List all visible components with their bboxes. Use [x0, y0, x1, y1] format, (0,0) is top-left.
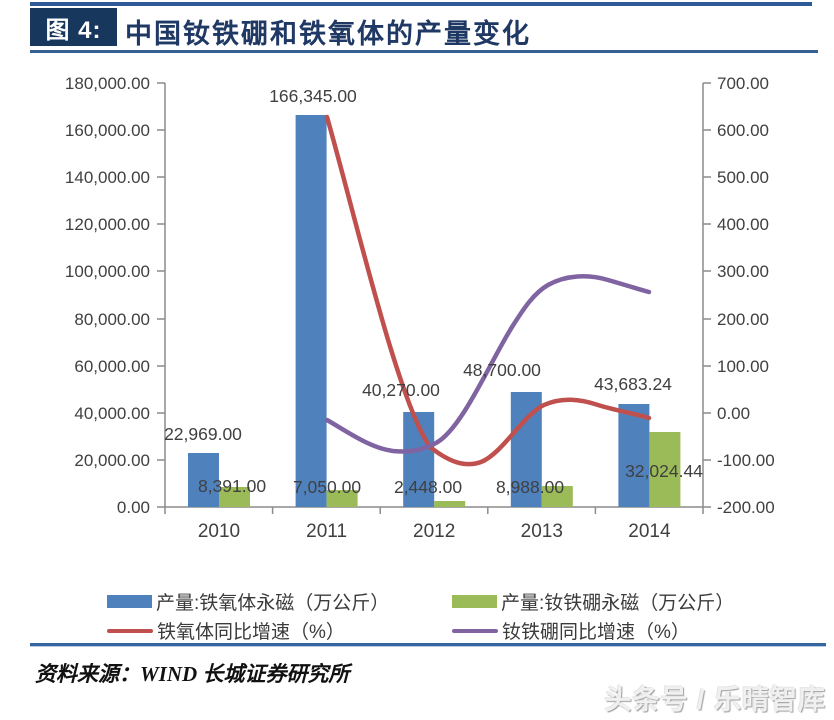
- left-axis-tick-label: 60,000.00: [74, 357, 150, 376]
- figure-badge: 图 4:: [30, 8, 117, 46]
- bar-ferrite-2010: [188, 453, 219, 507]
- legend-swatch-ferrite-bar: [107, 595, 152, 608]
- right-axis-tick-label: -200.00: [717, 498, 775, 517]
- left-axis-tick-label: 80,000.00: [74, 310, 150, 329]
- legend-item-ferrite-line: 铁氧体同比增速（%）: [107, 617, 345, 644]
- legend-swatch-ferrite-line: [107, 628, 153, 633]
- x-axis-label: 2010: [198, 521, 240, 542]
- right-axis-tick-label: 300.00: [717, 262, 769, 281]
- data-label-ndfeb-2012: 2,448.00: [394, 477, 462, 497]
- right-axis-tick-label: 200.00: [717, 310, 769, 329]
- legend-label-ferrite-line: 铁氧体同比增速（%）: [157, 622, 345, 643]
- legend-swatch-ndfeb-bar: [452, 595, 497, 608]
- x-axis-label: 2013: [521, 521, 563, 542]
- line-ferrite-growth: [324, 114, 652, 467]
- bar-ndfeb-2012: [434, 501, 466, 507]
- x-axis-label: 2012: [413, 521, 455, 542]
- title-underline: [30, 50, 818, 53]
- right-axis-tick-label: 400.00: [717, 215, 769, 234]
- right-axis-tick-label: -100.00: [717, 451, 775, 470]
- bar-ndfeb-2013: [541, 486, 573, 507]
- left-axis-tick-label: 120,000.00: [65, 215, 150, 234]
- legend-label-ndfeb-bar: 产量:钕铁硼永磁（万公斤）: [501, 593, 735, 614]
- bar-ndfeb-2014: [649, 432, 681, 507]
- right-axis-tick-label: 0.00: [717, 404, 750, 423]
- top-rule: [30, 2, 812, 6]
- legend-item-ndfeb-bar: 产量:钕铁硼永磁（万公斤）: [452, 588, 734, 615]
- left-axis-tick-label: 160,000.00: [65, 121, 150, 140]
- footer-divider: [30, 643, 826, 646]
- legend-item-ndfeb-line: 钕铁硼同比增速（%）: [452, 617, 690, 644]
- x-axis-label: 2011: [306, 521, 347, 542]
- left-axis-tick-label: 140,000.00: [65, 168, 150, 187]
- watermark: 头条号 / 乐晴智库: [604, 685, 826, 715]
- x-axis-ticks: [164, 507, 704, 514]
- data-label-ndfeb-2013: 8,988.00: [496, 477, 564, 497]
- left-axis-tick-label: 0.00: [117, 498, 150, 517]
- data-label-ferrite-2014: 43,683.24: [594, 374, 672, 394]
- source-note: 资料来源：WIND 长城证券研究所: [35, 662, 350, 686]
- bar-ndfeb-2011: [326, 490, 358, 507]
- bar-ndfeb-2010: [219, 487, 250, 507]
- right-axis-tick-label: 700.00: [717, 74, 769, 93]
- data-label-ndfeb-2014: 32,024.44: [625, 461, 703, 481]
- left-axis-tick-label: 100,000.00: [65, 262, 150, 281]
- right-axis-tick-label: 600.00: [717, 121, 769, 140]
- line-ndfeb-growth: [324, 274, 652, 454]
- data-label-ferrite-2013: 48,700.00: [463, 360, 541, 380]
- bar-ferrite-2011: [295, 115, 327, 507]
- chart-title: 中国钕铁硼和铁氧体的产量变化: [125, 19, 531, 49]
- data-label-ndfeb-2011: 7,050.00: [293, 477, 361, 497]
- legend-label-ndfeb-line: 钕铁硼同比增速（%）: [502, 622, 690, 643]
- left-axis-tick-label: 20,000.00: [74, 451, 150, 470]
- data-label-ndfeb-2010: 8,391.00: [198, 476, 266, 496]
- legend-swatch-ndfeb-line: [452, 628, 498, 633]
- right-axis-tick-label: 500.00: [717, 168, 769, 187]
- right-axis-tick-label: 100.00: [717, 357, 769, 376]
- legend-label-ferrite-bar: 产量:铁氧体永磁（万公斤）: [156, 593, 390, 614]
- bar-ferrite-2014: [618, 404, 650, 507]
- left-axis-tick-label: 180,000.00: [65, 74, 150, 93]
- right-axis-ticks: [703, 82, 711, 508]
- data-label-ferrite-2010: 22,969.00: [164, 424, 242, 444]
- data-label-ferrite-2011: 166,345.00: [269, 86, 357, 106]
- left-axis-ticks: [157, 82, 165, 508]
- data-label-ferrite-2012: 40,270.00: [362, 380, 440, 400]
- left-axis-tick-label: 40,000.00: [74, 404, 150, 423]
- x-axis-label: 2014: [628, 521, 671, 542]
- legend-item-ferrite-bar: 产量:铁氧体永磁（万公斤）: [107, 588, 389, 615]
